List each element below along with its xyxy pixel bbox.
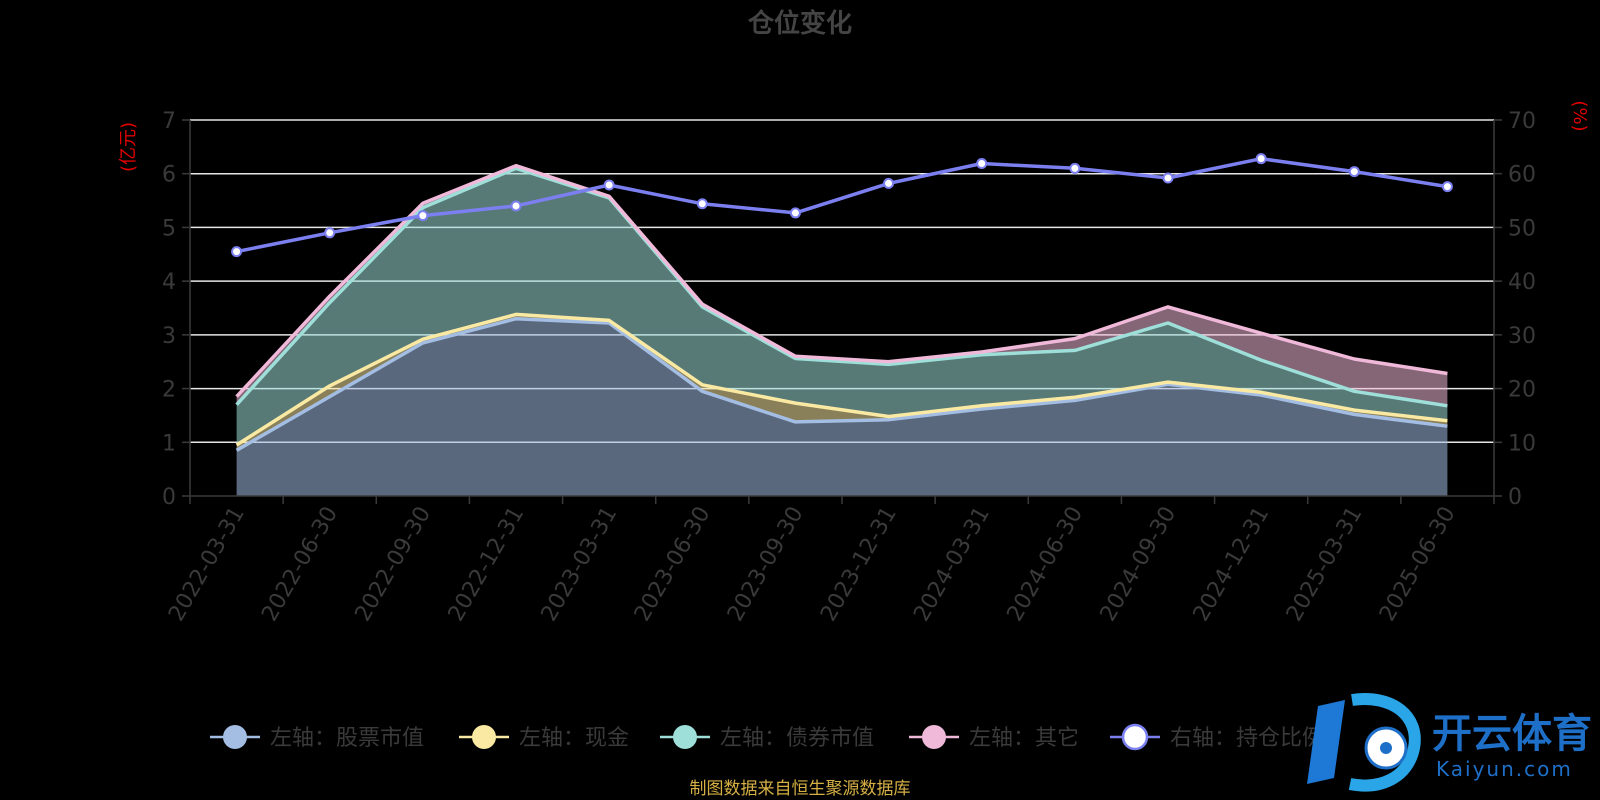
right-axis-unit: (%): [1569, 100, 1590, 131]
x-tick-label: 2023-06-30: [630, 503, 716, 626]
ratio-point: [976, 158, 988, 170]
ratio-point: [231, 246, 243, 258]
ratio-point: [603, 179, 615, 191]
right-tick-label: 70: [1508, 109, 1536, 134]
legend-label: 左轴：其它: [969, 726, 1079, 751]
x-tick-label: 2022-03-31: [164, 503, 250, 626]
legend-marker: [673, 725, 697, 749]
left-tick-label: 4: [162, 270, 176, 295]
ratio-point: [696, 198, 708, 210]
left-tick-label: 0: [162, 485, 176, 510]
right-axis-ticks: 0 10 20 30 40 50 60 70: [1494, 109, 1536, 510]
area-line-1: [235, 312, 1448, 447]
ratio-point: [1162, 172, 1174, 184]
legend-item-4[interactable]: 右轴：持仓比例: [1110, 723, 1324, 751]
legend-marker: [472, 725, 496, 749]
legend-label: 左轴：债券市值: [720, 726, 874, 751]
x-tick-label: 2023-09-30: [723, 503, 809, 626]
area-fill-0: [236, 318, 1448, 496]
legend[interactable]: 左轴：股票市值 左轴：现金 左轴：债券市值 左轴：其它 右轴：持仓比例: [210, 723, 1324, 751]
watermark-domain: Kaiyun.com: [1436, 757, 1573, 781]
legend-marker: [1121, 723, 1149, 751]
legend-label: 左轴：股票市值: [270, 726, 424, 751]
right-tick-label: 50: [1508, 216, 1536, 241]
area-fill-2: [236, 168, 1448, 446]
watermark-logo: 开云体育 Kaiyun.com: [1307, 693, 1592, 792]
right-tick-label: 60: [1508, 163, 1536, 188]
right-tick-label: 20: [1508, 378, 1536, 403]
ratio-line: [236, 156, 1448, 254]
ratio-point: [1348, 166, 1360, 178]
legend-item-3[interactable]: 左轴：其它: [909, 725, 1079, 751]
legend-marker: [922, 725, 946, 749]
x-tick-label: 2022-06-30: [257, 503, 343, 626]
ratio-point: [324, 227, 336, 239]
left-tick-label: 6: [162, 163, 176, 188]
data-source-note: 制图数据来自恒生聚源数据库: [690, 779, 911, 799]
area-line-0: [235, 316, 1448, 452]
area-line-3: [235, 163, 1448, 398]
chart-title: 仓位变化: [747, 8, 852, 39]
x-tick-label: 2022-09-30: [351, 503, 437, 626]
x-axis-ticks: 2022-03-31 2022-06-30 2022-09-30 2022-12-31…: [164, 496, 1495, 626]
right-tick-label: 30: [1508, 324, 1536, 349]
left-tick-label: 7: [162, 109, 176, 134]
ratio-line-series: [231, 153, 1453, 258]
legend-label: 左轴：现金: [519, 726, 629, 751]
left-tick-label: 1: [162, 431, 176, 456]
left-axis-unit: (亿元): [118, 122, 139, 172]
left-axis-ticks: 0 1 2 3 4 5 6 7: [162, 109, 190, 510]
x-tick-label: 2023-12-31: [816, 503, 902, 626]
right-tick-label: 10: [1508, 431, 1536, 456]
x-tick-label: 2024-06-30: [1003, 503, 1089, 626]
ratio-point: [1255, 153, 1267, 165]
stacked-areas: [235, 163, 1448, 496]
ratio-point: [789, 207, 801, 219]
x-tick-label: 2025-06-30: [1375, 503, 1461, 626]
right-tick-label: 0: [1508, 485, 1522, 510]
legend-label: 右轴：持仓比例: [1170, 726, 1324, 751]
legend-item-0[interactable]: 左轴：股票市值: [210, 725, 424, 751]
ratio-point: [417, 210, 429, 222]
x-tick-label: 2022-12-31: [444, 503, 530, 626]
x-tick-label: 2023-03-31: [537, 503, 623, 626]
ratio-point: [510, 200, 522, 212]
legend-item-1[interactable]: 左轴：现金: [459, 725, 629, 751]
x-tick-label: 2025-03-31: [1282, 503, 1368, 626]
area-line-2: [235, 166, 1448, 408]
legend-marker: [223, 725, 247, 749]
x-tick-label: 2024-03-31: [909, 503, 995, 626]
ratio-point: [1069, 162, 1081, 174]
ratio-point: [1441, 181, 1453, 193]
x-tick-label: 2024-12-31: [1189, 503, 1275, 626]
ratio-point: [883, 177, 895, 189]
left-tick-label: 2: [162, 378, 176, 403]
right-tick-label: 40: [1508, 270, 1536, 295]
legend-item-2[interactable]: 左轴：债券市值: [660, 725, 874, 751]
x-tick-label: 2024-09-30: [1096, 503, 1182, 626]
watermark-brand: 开云体育: [1432, 711, 1592, 757]
left-tick-label: 5: [162, 216, 176, 241]
left-tick-label: 3: [162, 324, 176, 349]
